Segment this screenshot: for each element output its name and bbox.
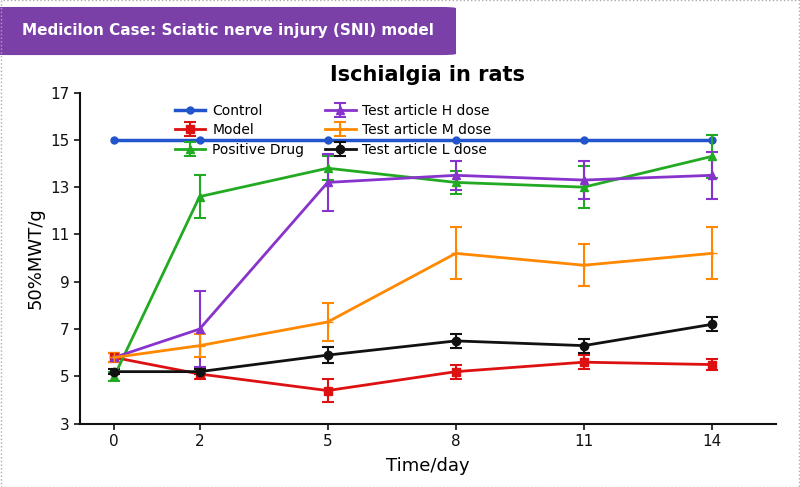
Control xyxy=(194,137,204,143)
Line: Control: Control xyxy=(110,136,715,143)
X-axis label: Time/day: Time/day xyxy=(386,457,470,475)
Control xyxy=(451,137,461,143)
FancyBboxPatch shape xyxy=(0,7,456,55)
Control xyxy=(707,137,717,143)
Title: Ischialgia in rats: Ischialgia in rats xyxy=(330,65,526,85)
Y-axis label: 50%MWT/g: 50%MWT/g xyxy=(26,207,45,309)
Legend: Control, Model, Positive Drug, Test article H dose, Test article M dose, Test ar: Control, Model, Positive Drug, Test arti… xyxy=(170,99,496,161)
Text: Medicilon Case: Sciatic nerve injury (SNI) model: Medicilon Case: Sciatic nerve injury (SN… xyxy=(22,23,434,38)
Control xyxy=(579,137,589,143)
Control xyxy=(323,137,333,143)
Control xyxy=(110,137,119,143)
